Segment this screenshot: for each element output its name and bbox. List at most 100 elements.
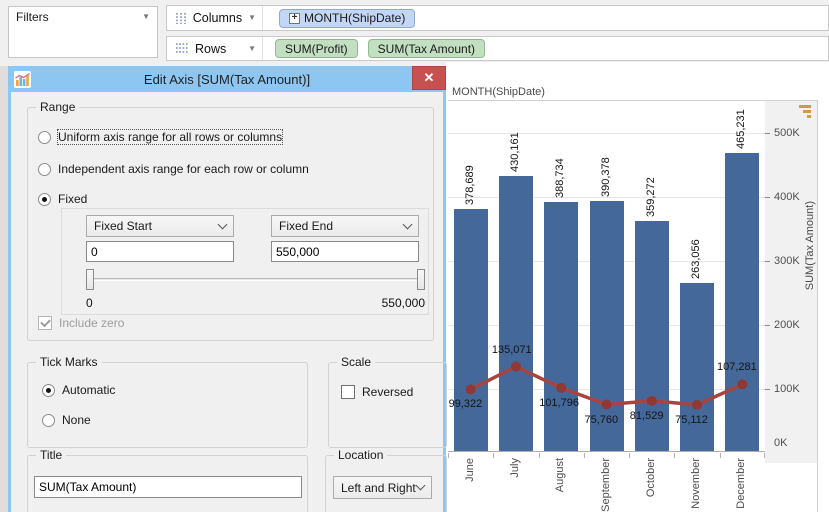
radio-fixed-axis[interactable]: Fixed: [38, 192, 87, 206]
x-axis-label-october[interactable]: October: [644, 458, 657, 498]
bar-august[interactable]: [544, 202, 579, 451]
location-legend: Location: [334, 448, 388, 462]
line-value-label: 101,796: [539, 396, 579, 409]
dropdown-value: Fixed End: [279, 219, 334, 233]
title-legend: Title: [36, 448, 67, 462]
fixed-end-dropdown[interactable]: Fixed End: [271, 215, 419, 237]
chevron-down-icon[interactable]: ▼: [142, 12, 150, 21]
right-axis-title[interactable]: SUM(Tax Amount): [804, 201, 816, 291]
radio-label[interactable]: Automatic: [62, 383, 116, 397]
slider-min-label: 0: [86, 296, 93, 310]
edit-axis-dialog: Edit Axis [SUM(Tax Amount)] ✕ Range Unif…: [8, 66, 447, 512]
filters-shelf[interactable]: Filters ▼: [8, 6, 158, 58]
columns-shelf[interactable]: Columns ▼ + MONTH(ShipDate): [166, 5, 829, 31]
radio-uniform-axis[interactable]: Uniform axis range for all rows or colum…: [38, 129, 284, 145]
bar-december[interactable]: [725, 153, 760, 451]
close-button[interactable]: ✕: [412, 66, 446, 90]
rows-icon: [176, 43, 188, 53]
rows-shelf[interactable]: Rows ▼ SUM(Profit) SUM(Tax Amount): [166, 36, 829, 61]
chevron-down-icon[interactable]: ▼: [248, 43, 256, 53]
rows-shelf-button[interactable]: Rows ▼: [167, 37, 263, 60]
x-axis-labels: June July August September October November De…: [448, 453, 765, 512]
title-group: Title: [27, 448, 308, 512]
dialog-body: Range Uniform axis range for all rows or…: [11, 92, 447, 512]
y-axis-tick-label[interactable]: 400K: [774, 191, 800, 203]
tick-marks-legend: Tick Marks: [36, 355, 102, 369]
radio-label[interactable]: Uniform axis range for all rows or colum…: [56, 129, 284, 145]
bar-july[interactable]: [498, 175, 533, 451]
x-axis-label-august[interactable]: August: [554, 458, 567, 493]
pill-sum-tax-amount[interactable]: SUM(Tax Amount): [367, 39, 486, 58]
location-dropdown[interactable]: Left and Right: [333, 476, 432, 499]
reversed-option[interactable]: Reversed: [341, 385, 413, 399]
range-group: Range Uniform axis range for all rows or…: [27, 100, 434, 341]
checkbox-label[interactable]: Reversed: [362, 385, 414, 399]
x-axis-label-july[interactable]: July: [508, 458, 521, 478]
radio-tick-none[interactable]: None: [42, 413, 91, 427]
chevron-down-icon: [402, 219, 413, 229]
radio-icon[interactable]: [38, 192, 51, 206]
x-axis-label-december[interactable]: December: [735, 458, 748, 509]
bar-november[interactable]: [680, 282, 715, 451]
radio-label[interactable]: Independent axis range for each row or c…: [58, 162, 309, 176]
expand-plus-icon[interactable]: +: [289, 12, 300, 24]
fixed-end-input[interactable]: [271, 241, 419, 262]
plot-area[interactable]: 378,689 430,161 388,734 390,378 359,272 263,0…: [448, 100, 765, 452]
rows-label: Rows: [195, 41, 227, 56]
right-axis-panel[interactable]: SUM(Tax Amount) 0K 100K 200K 300K 400K 500K: [765, 100, 817, 463]
location-group: Location Left and Right: [325, 448, 447, 512]
checkbox-icon[interactable]: [341, 385, 355, 399]
line-marker-june[interactable]: [465, 384, 476, 395]
x-axis-label-november[interactable]: November: [690, 458, 703, 509]
pill-sum-profit[interactable]: SUM(Profit): [275, 39, 358, 58]
chevron-down-icon[interactable]: ▼: [248, 13, 256, 22]
range-slider[interactable]: [86, 269, 425, 291]
radio-icon[interactable]: [38, 130, 51, 144]
y-axis-tick-label[interactable]: 0K: [774, 437, 788, 449]
worksheet-right-margin: [817, 100, 829, 512]
line-marker-september[interactable]: [601, 399, 612, 410]
line-marker-october[interactable]: [646, 395, 657, 406]
radio-icon[interactable]: [38, 162, 51, 176]
include-zero-option: Include zero: [38, 316, 124, 330]
y-axis-tick-label[interactable]: 500K: [774, 127, 800, 139]
pill-month-shipdate[interactable]: + MONTH(ShipDate): [279, 8, 416, 28]
chevron-down-icon: [217, 219, 228, 229]
slider-handle-max[interactable]: [417, 269, 425, 290]
radio-label[interactable]: Fixed: [58, 192, 88, 206]
gridline: [448, 133, 765, 134]
x-axis-label-june[interactable]: June: [463, 458, 476, 482]
radio-label[interactable]: None: [62, 413, 91, 427]
y-axis-tick: [765, 133, 770, 134]
dialog-titlebar[interactable]: Edit Axis [SUM(Tax Amount)] ✕: [8, 66, 446, 92]
radio-icon[interactable]: [42, 383, 55, 397]
y-axis-tick-label[interactable]: 100K: [774, 383, 800, 395]
sort-descending-icon[interactable]: [799, 105, 812, 118]
columns-shelf-button[interactable]: Columns ▼: [167, 6, 263, 30]
line-value-label: 75,112: [675, 413, 708, 426]
x-axis-tick: [674, 453, 676, 458]
y-axis-tick: [765, 197, 770, 198]
x-axis-tick: [493, 453, 495, 458]
line-marker-august[interactable]: [556, 382, 567, 393]
slider-track[interactable]: [88, 278, 423, 281]
axis-title-input[interactable]: [34, 476, 302, 498]
bar-june[interactable]: [453, 208, 488, 451]
y-axis-tick-label[interactable]: 200K: [774, 319, 800, 331]
pill-label: SUM(Profit): [285, 41, 348, 56]
radio-independent-axis[interactable]: Independent axis range for each row or c…: [38, 162, 309, 176]
slider-handle-min[interactable]: [86, 269, 94, 290]
fixed-start-input[interactable]: [86, 241, 234, 262]
line-marker-november[interactable]: [692, 399, 703, 410]
fixed-start-dropdown[interactable]: Fixed Start: [86, 215, 234, 237]
bar-october[interactable]: [634, 221, 669, 451]
dropdown-value: Left and Right: [341, 480, 416, 495]
y-axis-tick-label[interactable]: 300K: [774, 255, 800, 267]
x-axis-label-september[interactable]: September: [599, 458, 612, 512]
line-marker-july[interactable]: [510, 361, 521, 372]
radio-icon[interactable]: [42, 413, 55, 427]
checkbox-icon: [38, 316, 52, 330]
radio-tick-automatic[interactable]: Automatic: [42, 383, 115, 397]
filters-label: Filters: [16, 10, 49, 24]
line-marker-december[interactable]: [737, 379, 748, 390]
